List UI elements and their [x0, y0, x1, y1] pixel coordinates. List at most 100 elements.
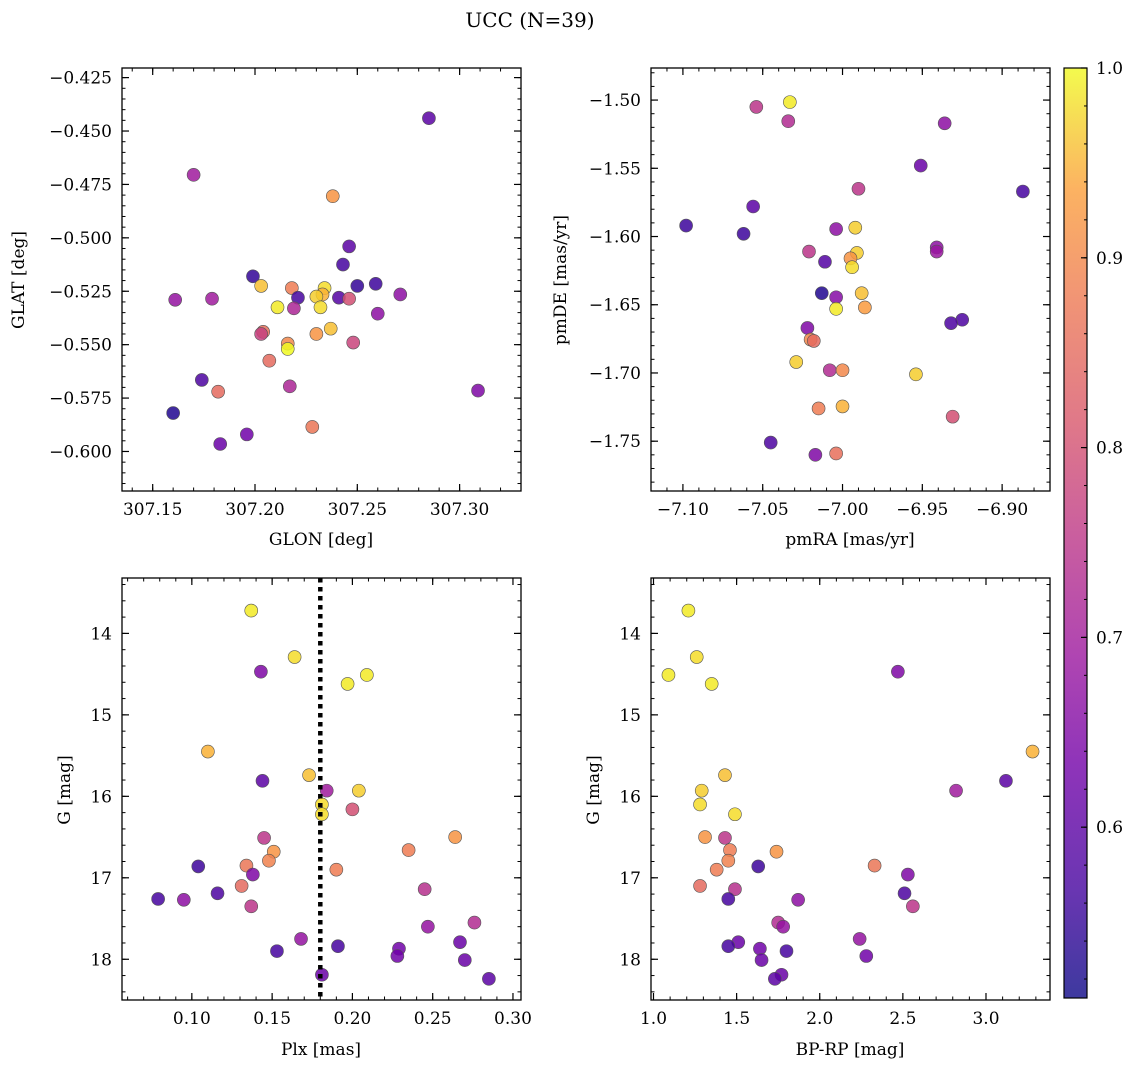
y-tick-label: 17	[90, 869, 112, 889]
scatter-point	[342, 239, 356, 254]
scatter-point	[791, 892, 805, 907]
y-tick-label: −0.500	[49, 229, 112, 249]
scatter-point	[802, 244, 816, 259]
scatter-point	[282, 379, 297, 394]
scatter-point	[401, 843, 416, 857]
scatter-point	[309, 327, 324, 341]
scatter-point	[254, 279, 268, 293]
y-tick-label: 16	[619, 787, 641, 807]
scatter-point	[721, 853, 736, 868]
scatter-point	[779, 944, 794, 958]
y-tick-label: −0.525	[49, 282, 112, 302]
panel-plx-g: Plx [mas] G [mag] 0.10 0.15 0.20 0.25 0.30 14…	[55, 577, 532, 1060]
scatter-point	[746, 199, 760, 214]
panel-glon-glat: GLON [deg] GLAT [deg] 307.15 307.20 307.25…	[9, 67, 522, 550]
y-tick-label: −0.600	[49, 442, 112, 462]
scatter-point	[835, 399, 850, 414]
colorbar-tick-label: 0.8	[1096, 439, 1123, 459]
x-tick-label: 0.15	[253, 1009, 291, 1029]
scatter-point	[262, 353, 277, 368]
y-tick-label: 16	[90, 787, 112, 807]
scatter-point	[800, 321, 815, 335]
scatter-point	[368, 276, 383, 291]
scatter-point	[342, 291, 356, 306]
y-tick-label: −1.55	[589, 159, 641, 179]
scatter-point	[210, 886, 225, 901]
scatter-point	[422, 111, 436, 126]
scatter-point	[829, 222, 843, 236]
scatter-point	[944, 316, 958, 330]
scatter-point	[829, 290, 843, 305]
y-tick-label: −1.65	[589, 296, 641, 316]
scatter-point	[845, 260, 859, 275]
x-tick-label: −7.00	[816, 500, 868, 520]
scatter-point	[302, 768, 316, 782]
y-tick-label: −0.425	[49, 69, 112, 89]
panel-bprp-g: BP-RP [mag] G [mag] 1.0 1.5 2.0 2.5 3.0 14 15 1…	[584, 577, 1051, 1060]
scatter-point	[721, 892, 736, 906]
scatter-point	[211, 384, 225, 399]
scatter-point	[287, 301, 301, 316]
y-tick-label: 14	[90, 624, 112, 644]
scatter-point	[246, 269, 260, 284]
scatter-point	[213, 437, 228, 451]
x-axis-label: GLON [deg]	[269, 530, 373, 550]
scatter-point	[704, 677, 719, 691]
scatter-point	[336, 257, 350, 272]
scatter-point	[168, 292, 182, 307]
scatter-point	[736, 226, 751, 241]
scatter-point	[254, 664, 268, 679]
y-axis-label: G [mag]	[55, 755, 75, 824]
scatter-point	[482, 972, 496, 986]
scatter-point	[721, 939, 736, 954]
scatter-point	[340, 677, 355, 691]
scatter-point	[1016, 184, 1030, 199]
scatter-point	[751, 859, 766, 874]
scatter-point	[859, 949, 874, 963]
scatter-point	[280, 342, 295, 356]
scatter-point	[818, 254, 832, 269]
scatter-point	[835, 363, 850, 378]
colorbar-tick-label: 1.0	[1096, 59, 1123, 79]
scatter-point	[201, 744, 215, 759]
scatter-point	[323, 321, 338, 336]
y-tick-label: −1.60	[589, 228, 641, 248]
x-tick-label: −6.90	[976, 500, 1028, 520]
scatter-point	[814, 286, 829, 300]
scatter-point	[897, 886, 912, 901]
scatter-point	[679, 218, 693, 233]
scatter-point	[709, 862, 724, 877]
x-tick-label: 3.0	[972, 1009, 999, 1029]
scatter-point	[370, 306, 385, 321]
y-tick-label: 18	[619, 950, 641, 970]
scatter-point	[257, 831, 271, 845]
x-tick-label: 1.5	[723, 1009, 750, 1029]
scatter-point	[270, 944, 284, 958]
scatter-point	[393, 287, 408, 302]
scatter-point	[728, 882, 742, 897]
scatter-point	[753, 941, 767, 956]
y-tick-label: −0.575	[49, 389, 112, 409]
scatter-point	[244, 899, 259, 914]
scatter-point	[891, 664, 905, 679]
scatter-point	[453, 935, 467, 949]
scatter-point	[661, 668, 676, 682]
scatter-point	[694, 783, 709, 798]
x-tick-label: 307.15	[123, 500, 182, 520]
y-tick-label: 17	[619, 869, 641, 889]
scatter-point	[240, 427, 254, 442]
scatter-point	[811, 401, 826, 416]
scatter-point	[808, 448, 823, 462]
scatter-point	[467, 915, 482, 930]
colorbar: 0.6 0.7 0.8 0.9 1.0	[1063, 59, 1123, 999]
scatter-point	[350, 279, 365, 293]
scatter-point	[255, 774, 270, 788]
scatter-point	[728, 807, 742, 822]
y-axis-label: GLAT [deg]	[9, 231, 29, 329]
scatter-point	[763, 435, 778, 450]
scatter-point	[205, 291, 219, 306]
axes-frame	[121, 67, 522, 492]
colorbar-gradient	[1063, 67, 1088, 999]
scatter-point	[319, 783, 334, 798]
